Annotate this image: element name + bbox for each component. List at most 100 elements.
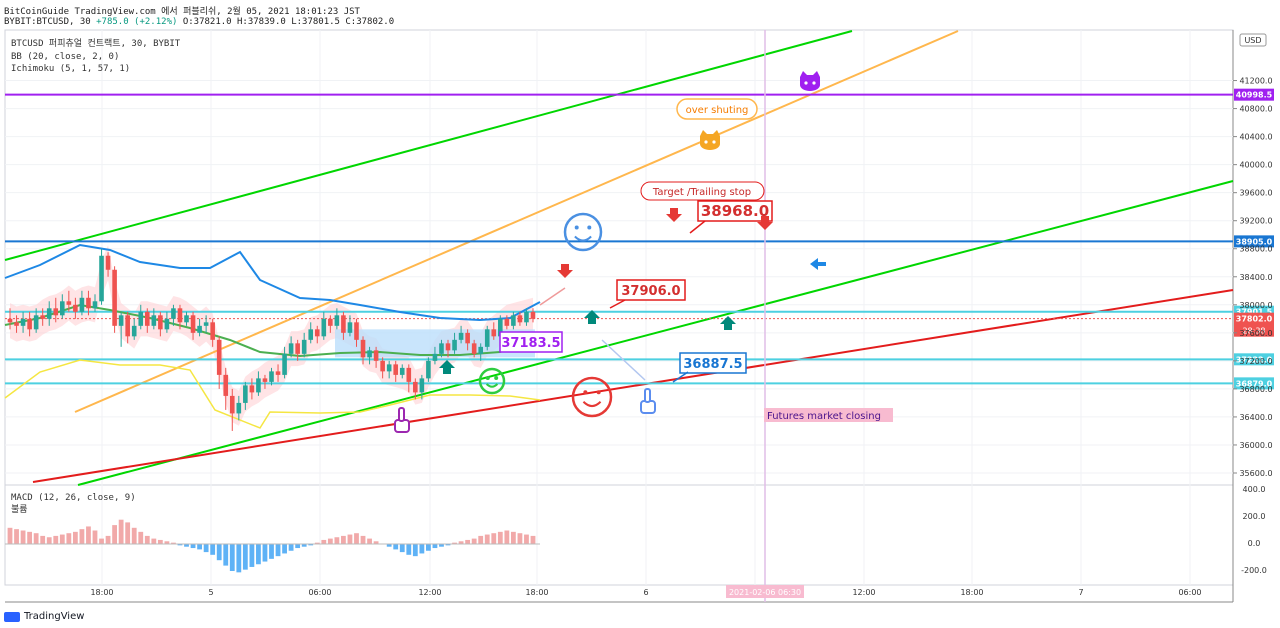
candle-body bbox=[86, 297, 91, 309]
macd-bar bbox=[517, 533, 523, 544]
candles bbox=[7, 248, 536, 431]
candle-body bbox=[445, 343, 451, 351]
overshoot-label: over shuting bbox=[686, 105, 749, 116]
cat-head bbox=[800, 71, 820, 91]
macd-bar bbox=[171, 542, 176, 544]
hand-finger bbox=[398, 407, 405, 422]
candle-body bbox=[386, 364, 392, 372]
macd-bar bbox=[426, 544, 431, 551]
macd-bar bbox=[118, 519, 124, 544]
green-upper-trendline bbox=[4, 30, 853, 261]
candle-body bbox=[301, 339, 307, 354]
macd-bar bbox=[301, 544, 307, 547]
lagging-line bbox=[4, 359, 541, 429]
macd-bar bbox=[386, 544, 392, 547]
price-tick-label: 35600.0 bbox=[1239, 469, 1272, 478]
macd-bar bbox=[256, 544, 261, 565]
candle-body bbox=[393, 364, 399, 375]
candle-body bbox=[60, 301, 65, 316]
macd-bar bbox=[373, 541, 379, 544]
macd-bar bbox=[399, 544, 405, 553]
macd-bar bbox=[105, 535, 111, 544]
macd-bar bbox=[216, 544, 222, 561]
candle-body bbox=[229, 395, 235, 414]
candle-body bbox=[256, 378, 261, 393]
face-eye bbox=[587, 225, 592, 230]
macd-bar bbox=[275, 544, 281, 557]
candle-body bbox=[478, 346, 483, 354]
pointer-36887 bbox=[672, 371, 689, 383]
projection-line bbox=[539, 287, 566, 306]
up-arrow-icon bbox=[439, 360, 455, 374]
legend-ichimoku: Ichimoku (5, 1, 57, 1) bbox=[11, 64, 130, 74]
candle-body bbox=[79, 297, 85, 312]
time-tick-label: 12:00 bbox=[852, 588, 875, 597]
candle-body bbox=[504, 318, 510, 326]
candle-body bbox=[125, 315, 130, 337]
macd-bar bbox=[157, 539, 163, 544]
candle-body bbox=[406, 367, 412, 382]
candle-body bbox=[530, 311, 536, 319]
macd-bar bbox=[7, 527, 13, 544]
macd-bar bbox=[53, 535, 59, 544]
candle-body bbox=[184, 315, 189, 323]
macd-bar bbox=[341, 535, 346, 544]
level-tag-bg bbox=[1234, 377, 1274, 390]
macd-bar bbox=[46, 537, 52, 544]
candle-body bbox=[99, 255, 104, 302]
candle-body bbox=[53, 308, 59, 316]
ohlc-change: +785.0 (+2.12%) bbox=[96, 17, 178, 27]
tradingview-brand[interactable]: TradingView bbox=[4, 611, 84, 622]
pointer-38968 bbox=[689, 220, 706, 234]
candle-body bbox=[73, 304, 78, 312]
candle-body bbox=[367, 350, 372, 358]
legend-macd-sub: 불륨 bbox=[11, 504, 28, 515]
macd-bar bbox=[445, 544, 451, 546]
level-tag-label: 40998.5 bbox=[1236, 91, 1273, 100]
time-tick-label: 18:00 bbox=[90, 588, 113, 597]
candle-body bbox=[399, 367, 405, 375]
candle-body bbox=[524, 311, 529, 323]
macd-bar bbox=[184, 544, 189, 547]
price-tick-label: 36000.0 bbox=[1239, 441, 1272, 450]
macd-bar bbox=[86, 526, 91, 544]
macd-bar bbox=[59, 534, 65, 544]
macd-bar bbox=[151, 538, 157, 544]
candle-body bbox=[40, 315, 45, 319]
macd-bar bbox=[190, 544, 196, 549]
up-arrow-icon bbox=[720, 316, 736, 330]
candle-body bbox=[458, 332, 464, 340]
macd-bar bbox=[236, 544, 242, 573]
happy-face-icon bbox=[563, 212, 603, 252]
macd-bar bbox=[20, 530, 26, 544]
price-box-38968: 38968.0 bbox=[701, 202, 769, 220]
macd-tick-label: 0.0 bbox=[1248, 539, 1261, 548]
price-box-37183: 37183.5 bbox=[501, 336, 560, 351]
price-box-36887-bg bbox=[679, 352, 747, 374]
legend-bb: BB (20, close, 2, 0) bbox=[11, 52, 119, 62]
candle-body bbox=[439, 343, 444, 354]
candle-body bbox=[282, 353, 287, 375]
macd-bar bbox=[112, 525, 117, 544]
face-outline bbox=[563, 212, 603, 252]
macd-bar bbox=[367, 538, 372, 544]
candle-body bbox=[491, 329, 497, 337]
face-eye bbox=[583, 390, 588, 395]
red-face-icon bbox=[571, 376, 613, 418]
legend-macd: MACD (12, 26, close, 9) bbox=[11, 493, 136, 503]
candle-body bbox=[308, 329, 314, 340]
macd-bar bbox=[471, 538, 477, 544]
macd-bar bbox=[197, 544, 202, 550]
macd-bar bbox=[530, 535, 536, 544]
face-eye bbox=[485, 376, 490, 380]
macd-histogram bbox=[5, 519, 540, 573]
currency-badge[interactable] bbox=[1239, 33, 1267, 47]
candle-body bbox=[314, 329, 320, 337]
macd-bar bbox=[40, 535, 46, 544]
time-axis: 18:00506:0012:0018:00606:0012:0018:00706… bbox=[90, 588, 1201, 597]
macd-bar bbox=[458, 541, 464, 544]
currency-label: USD bbox=[1244, 36, 1261, 45]
price-tick-label: 40000.0 bbox=[1239, 161, 1272, 170]
price-box-37906-bg bbox=[616, 279, 686, 301]
